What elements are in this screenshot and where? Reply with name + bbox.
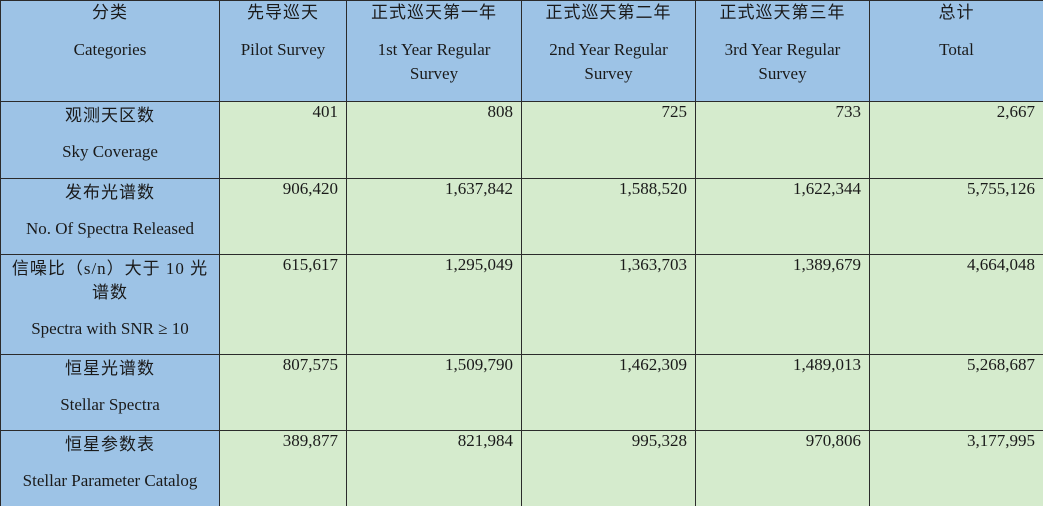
table-cell: 401	[219, 101, 347, 179]
row-category-sky-coverage: 观测天区数 Sky Coverage	[0, 101, 220, 179]
table-row: 发布光谱数 No. Of Spectra Released 906,420 1,…	[0, 178, 1043, 255]
row-category-spectra-released: 发布光谱数 No. Of Spectra Released	[0, 178, 220, 255]
header-year-3-en: 3rd Year Regular Survey	[724, 40, 841, 83]
row-category-zh: 信噪比（s/n）大于 10 光谱数	[11, 259, 209, 302]
header-year-2-zh: 正式巡天第二年	[545, 3, 672, 22]
header-pilot-survey-zh: 先导巡天	[247, 3, 319, 22]
table-cell-total: 5,268,687	[869, 354, 1043, 431]
table-cell: 970,806	[695, 430, 870, 506]
table-cell: 1,509,790	[346, 354, 522, 431]
table-row: 恒星光谱数 Stellar Spectra 807,575 1,509,790 …	[0, 354, 1043, 431]
header-categories-zh: 分类	[92, 3, 128, 22]
header-year-1-en: 1st Year Regular Survey	[377, 40, 491, 83]
header-categories-en: Categories	[73, 40, 147, 59]
table-row: 信噪比（s/n）大于 10 光谱数 Spectra with SNR ≥ 10 …	[0, 254, 1043, 355]
table-cell: 733	[695, 101, 870, 179]
table-cell: 1,462,309	[521, 354, 696, 431]
header-year-2: 正式巡天第二年 2nd Year Regular Survey	[521, 0, 696, 102]
table-cell: 1,588,520	[521, 178, 696, 255]
table-cell: 807,575	[219, 354, 347, 431]
header-pilot-survey: 先导巡天 Pilot Survey	[219, 0, 347, 102]
table-row: 恒星参数表 Stellar Parameter Catalog 389,877 …	[0, 430, 1043, 506]
table-cell: 1,295,049	[346, 254, 522, 355]
table-cell: 1,389,679	[695, 254, 870, 355]
header-total-zh: 总计	[938, 3, 975, 22]
table-cell: 1,363,703	[521, 254, 696, 355]
header-year-2-en: 2nd Year Regular Survey	[549, 40, 668, 83]
table-cell: 821,984	[346, 430, 522, 506]
row-category-stellar-parameter-catalog: 恒星参数表 Stellar Parameter Catalog	[0, 430, 220, 506]
header-total-en: Total	[939, 40, 974, 59]
header-row: 分类 Categories 先导巡天 Pilot Survey 正式巡天第一年 …	[0, 0, 1043, 102]
row-category-snr-spectra: 信噪比（s/n）大于 10 光谱数 Spectra with SNR ≥ 10	[0, 254, 220, 355]
table-cell-total: 5,755,126	[869, 178, 1043, 255]
row-category-en: Stellar Spectra	[60, 395, 160, 414]
table-cell-total: 3,177,995	[869, 430, 1043, 506]
table-cell: 906,420	[219, 178, 347, 255]
row-category-zh: 观测天区数	[65, 106, 155, 125]
table-cell: 1,489,013	[695, 354, 870, 431]
row-category-en: Stellar Parameter Catalog	[22, 471, 198, 490]
header-year-3-zh: 正式巡天第三年	[719, 3, 846, 22]
table-cell: 615,617	[219, 254, 347, 355]
table-cell-total: 2,667	[869, 101, 1043, 179]
table-cell: 389,877	[219, 430, 347, 506]
row-category-en: Spectra with SNR ≥ 10	[31, 319, 189, 338]
header-year-1-zh: 正式巡天第一年	[371, 3, 497, 22]
row-category-en: Sky Coverage	[62, 142, 158, 161]
table-cell: 1,637,842	[346, 178, 522, 255]
header-total: 总计 Total	[869, 0, 1043, 102]
row-category-zh: 恒星参数表	[65, 435, 155, 454]
row-category-en: No. Of Spectra Released	[25, 219, 195, 238]
header-year-3: 正式巡天第三年 3rd Year Regular Survey	[695, 0, 870, 102]
table-cell: 808	[346, 101, 522, 179]
table-cell: 995,328	[521, 430, 696, 506]
table-cell: 725	[521, 101, 696, 179]
header-categories: 分类 Categories	[0, 0, 220, 102]
table-cell: 1,622,344	[695, 178, 870, 255]
table-row: 观测天区数 Sky Coverage 401 808 725 733 2,667	[0, 101, 1043, 179]
row-category-zh: 发布光谱数	[65, 183, 155, 202]
header-pilot-survey-en: Pilot Survey	[240, 40, 326, 59]
header-year-1: 正式巡天第一年 1st Year Regular Survey	[346, 0, 522, 102]
table-cell-total: 4,664,048	[869, 254, 1043, 355]
row-category-stellar-spectra: 恒星光谱数 Stellar Spectra	[0, 354, 220, 431]
row-category-zh: 恒星光谱数	[65, 359, 155, 378]
